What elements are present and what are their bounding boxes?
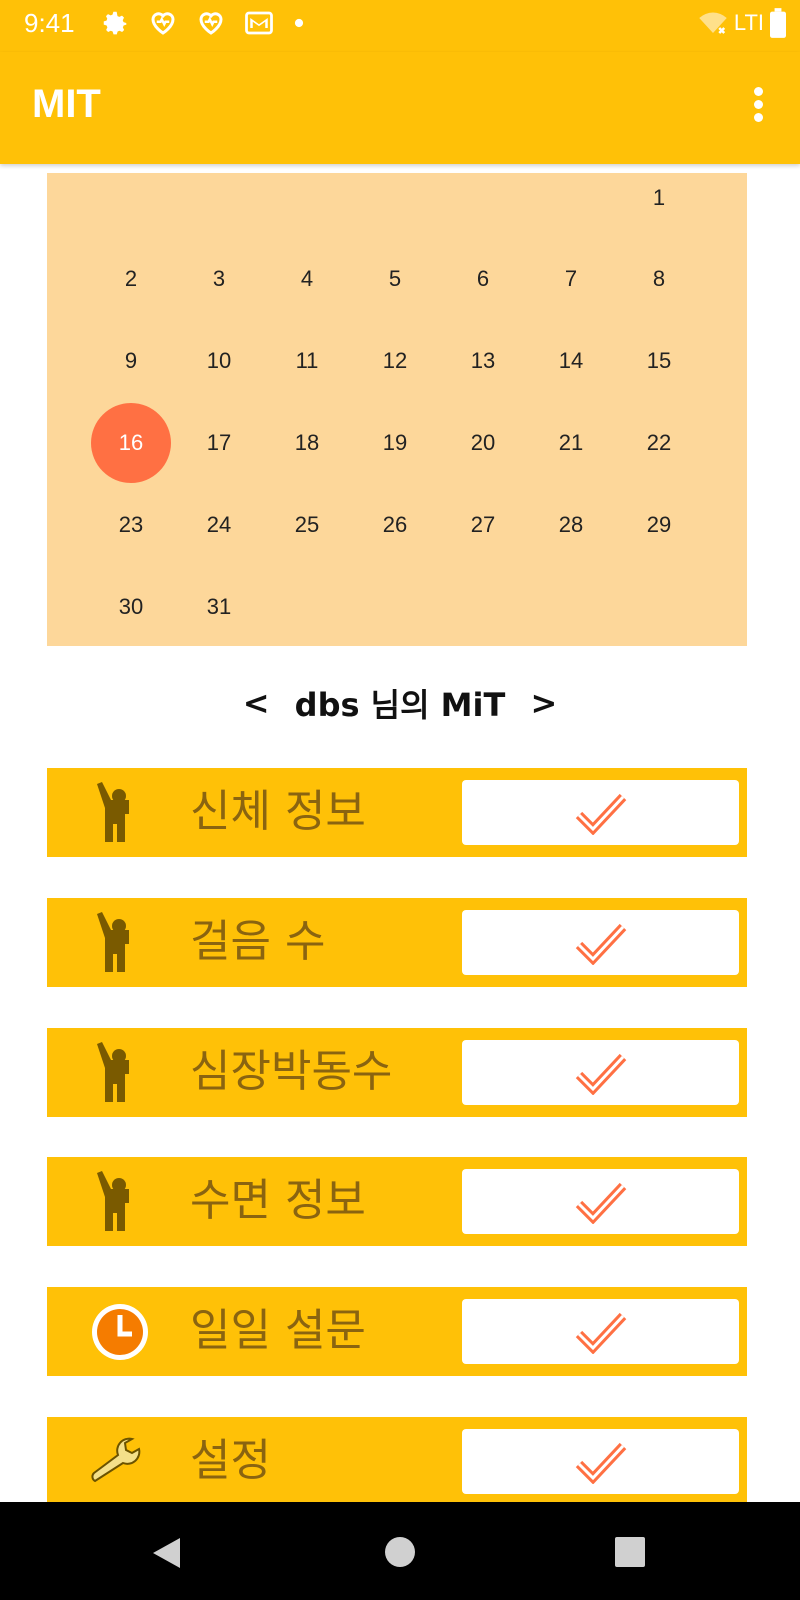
check-icon — [575, 1182, 626, 1224]
calendar-day[interactable]: 31 — [206, 594, 232, 619]
person-raising-hand-icon — [97, 1171, 129, 1231]
gmail-icon — [245, 11, 273, 35]
calendar-day[interactable]: 12 — [382, 348, 408, 373]
calendar-day[interactable]: 3 — [212, 266, 226, 291]
calendar-day[interactable]: 21 — [558, 430, 584, 455]
check-button[interactable] — [462, 780, 739, 845]
app-title: MIT — [32, 82, 101, 126]
calendar-day[interactable]: 29 — [646, 512, 672, 537]
calendar-day-selected[interactable]: 16 — [91, 403, 171, 483]
clock-icon — [92, 1304, 148, 1360]
heart-pulse-icon — [151, 12, 175, 35]
calendar-day[interactable]: 14 — [558, 348, 584, 373]
calendar-day[interactable]: 23 — [118, 512, 144, 537]
calendar-day[interactable]: 6 — [476, 266, 490, 291]
calendar-day[interactable]: 8 — [652, 266, 666, 291]
settings-gear-icon — [103, 11, 127, 35]
wrench-icon — [91, 1437, 141, 1483]
calendar-day[interactable]: 18 — [294, 430, 320, 455]
check-icon — [575, 1312, 626, 1354]
menu-label: 수면 정보 — [190, 1175, 366, 1226]
app-bar: MIT — [0, 52, 800, 164]
check-button[interactable] — [462, 1429, 739, 1494]
check-button[interactable] — [462, 1299, 739, 1364]
heart-pulse-icon — [199, 12, 223, 35]
menu-label: 일일 설문 — [190, 1305, 366, 1356]
person-raising-hand-icon — [97, 782, 129, 842]
calendar-day[interactable]: 11 — [295, 348, 319, 373]
menu-row-daily-survey: 일일 설문 — [47, 1287, 747, 1376]
person-raising-hand-icon — [97, 912, 129, 972]
check-icon — [575, 1053, 626, 1095]
next-button[interactable]: > — [530, 684, 558, 722]
month-calendar: 1 2 3 4 5 6 7 8 9 10 11 12 13 14 15 16 17 18 19 20 21 22 23 24 2… — [47, 173, 747, 646]
calendar-day[interactable]: 30 — [118, 594, 144, 619]
menu-row-body-info: 신체 정보 — [47, 768, 747, 857]
previous-button[interactable]: < — [242, 684, 270, 722]
network-type: LTI — [733, 10, 764, 35]
calendar-day[interactable]: 2 — [124, 266, 138, 291]
calendar-day[interactable]: 20 — [470, 430, 496, 455]
menu-label: 걸음 수 — [190, 916, 326, 967]
person-raising-hand-icon — [97, 1042, 129, 1102]
calendar-day[interactable]: 1 — [652, 185, 666, 210]
calendar-day[interactable]: 7 — [564, 266, 578, 291]
recents-icon[interactable] — [614, 1536, 646, 1568]
more-vert-icon — [753, 87, 763, 96]
status-time: 9:41 — [24, 8, 75, 38]
check-icon — [575, 923, 626, 965]
system-navigation-bar — [0, 1502, 800, 1600]
calendar-day[interactable]: 24 — [206, 512, 232, 537]
calendar-day[interactable]: 28 — [558, 512, 584, 537]
check-button[interactable] — [462, 1040, 739, 1105]
user-mit-title: dbs 님의 MiT — [294, 686, 506, 724]
menu-label: 설정 — [190, 1435, 271, 1486]
notification-dot-icon — [294, 18, 304, 28]
calendar-day[interactable]: 9 — [124, 348, 138, 373]
calendar-day[interactable]: 13 — [470, 348, 496, 373]
calendar-day[interactable]: 22 — [646, 430, 672, 455]
menu-label: 신체 정보 — [190, 786, 366, 837]
calendar-day[interactable]: 26 — [382, 512, 408, 537]
calendar-day[interactable]: 19 — [382, 430, 408, 455]
wifi-icon — [699, 12, 727, 34]
calendar-day[interactable]: 25 — [294, 512, 320, 537]
check-button[interactable] — [462, 910, 739, 975]
more-vert-icon — [753, 113, 763, 122]
more-vert-icon — [753, 100, 763, 109]
calendar-day[interactable]: 5 — [388, 266, 402, 291]
menu-row-steps: 걸음 수 — [47, 898, 747, 987]
calendar-day[interactable]: 10 — [206, 348, 232, 373]
menu-row-sleep-info: 수면 정보 — [47, 1157, 747, 1246]
menu-row-settings: 설정 — [47, 1417, 747, 1506]
back-icon[interactable] — [150, 1536, 184, 1570]
check-button[interactable] — [462, 1169, 739, 1234]
user-navigation: < dbs 님의 MiT > — [0, 680, 800, 730]
calendar-day[interactable]: 17 — [206, 430, 232, 455]
calendar-day[interactable]: 4 — [300, 266, 314, 291]
menu-row-heart-rate: 심장박동수 — [47, 1028, 747, 1117]
calendar-day[interactable]: 15 — [646, 348, 672, 373]
home-icon[interactable] — [384, 1536, 416, 1568]
check-icon — [575, 1442, 626, 1484]
menu-label: 심장박동수 — [190, 1046, 393, 1097]
check-icon — [575, 793, 626, 835]
status-bar: 9:41 LTI — [0, 0, 800, 52]
calendar-day[interactable]: 27 — [470, 512, 496, 537]
more-options-button[interactable] — [746, 84, 770, 128]
battery-icon — [770, 8, 786, 38]
